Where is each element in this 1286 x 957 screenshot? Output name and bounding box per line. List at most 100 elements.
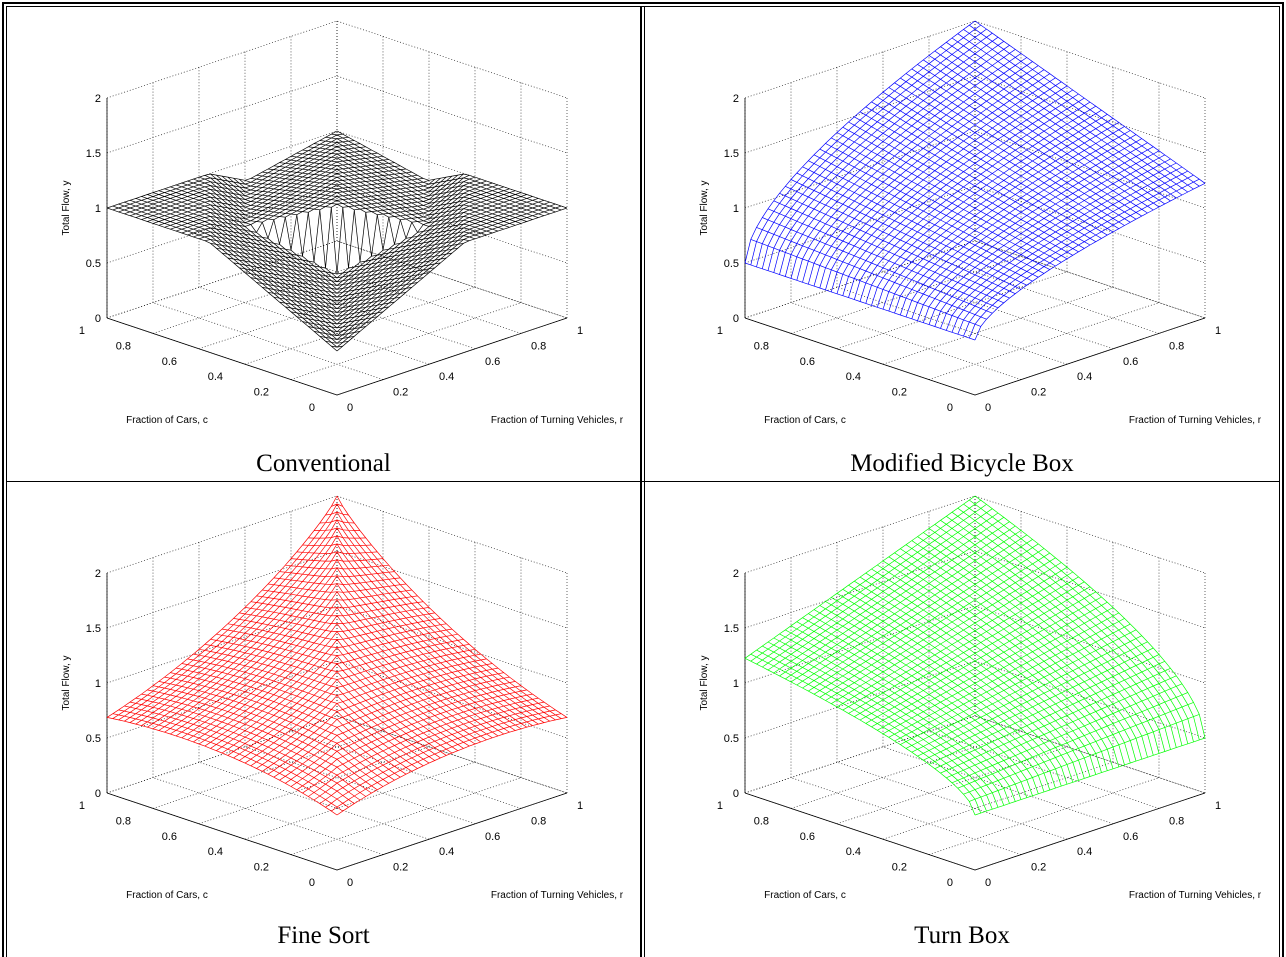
z-tick-label: 2 bbox=[733, 568, 739, 580]
mesh-line-r bbox=[934, 50, 1165, 205]
x-tick-label: 0.6 bbox=[1123, 831, 1138, 843]
floor-grid-line bbox=[882, 746, 1114, 825]
mesh-line-r bbox=[216, 633, 447, 756]
mesh-line-c bbox=[193, 178, 424, 245]
floor-grid-line bbox=[290, 777, 522, 855]
y-tick-label: 0.8 bbox=[116, 340, 131, 352]
mesh-line-r bbox=[969, 24, 1200, 187]
mesh-line-c bbox=[216, 623, 447, 751]
y-tick-label: 0.4 bbox=[846, 371, 861, 383]
floor-grid-line bbox=[244, 271, 476, 350]
mesh-line-c bbox=[181, 171, 412, 234]
mesh-line-c bbox=[779, 45, 1010, 275]
mesh-line-c bbox=[744, 495, 976, 659]
mesh-line-c bbox=[865, 105, 1096, 304]
mesh-line-r bbox=[974, 495, 1206, 739]
surface-plot-modified-bicycle-box: 00.20.40.60.8100.20.40.60.8100.511.52Fra… bbox=[699, 20, 1262, 426]
mesh-line-c bbox=[221, 628, 453, 754]
y-tick-label: 0.4 bbox=[208, 371, 223, 383]
mesh-line-c bbox=[227, 633, 458, 756]
mesh-line-c bbox=[106, 130, 338, 209]
mesh-line-r bbox=[244, 607, 476, 745]
mesh-line-c bbox=[129, 527, 361, 723]
table-border-top bbox=[2, 2, 1284, 4]
floor-grid-line bbox=[790, 731, 1022, 809]
mesh-line-c bbox=[819, 73, 1050, 289]
mesh-line-r bbox=[917, 64, 1148, 214]
y-axis-label: Fraction of Cars, c bbox=[126, 890, 208, 901]
wall-grid-line bbox=[106, 185, 568, 264]
mesh-line-r bbox=[302, 149, 533, 220]
mesh-line-c bbox=[951, 166, 1183, 333]
mesh-line-c bbox=[296, 689, 527, 791]
mesh-line-r bbox=[940, 520, 1171, 750]
surface-plot-fine-sort: 00.20.40.60.8100.20.40.60.8100.511.52Fra… bbox=[61, 495, 624, 901]
mesh-line-r bbox=[244, 179, 476, 251]
mesh-line-r bbox=[250, 601, 481, 743]
mesh-line-r bbox=[957, 507, 1189, 744]
y-tick-label: 0.6 bbox=[800, 356, 815, 368]
x-tick-label: 0.4 bbox=[1077, 371, 1092, 383]
x-axis-label: Fraction of Turning Vehicles, r bbox=[1129, 890, 1262, 901]
mesh-line-c bbox=[198, 179, 430, 251]
mesh-line-c bbox=[152, 155, 384, 224]
mesh-line-c bbox=[819, 552, 1050, 698]
mesh-line-r bbox=[951, 511, 1183, 746]
mesh-line-c bbox=[239, 174, 470, 286]
floor-grid-line bbox=[244, 761, 476, 840]
caption-turn-box: Turn Box bbox=[914, 922, 1010, 949]
mesh-line-r bbox=[951, 37, 1183, 196]
table-border-top-inner bbox=[6, 6, 1280, 7]
mesh-line-r bbox=[900, 77, 1131, 223]
mesh-line-c bbox=[112, 133, 343, 211]
x-tick-label: 0 bbox=[347, 877, 353, 889]
mesh-line-c bbox=[945, 162, 1177, 331]
surface-plot-turn-box: 00.20.40.60.8100.20.40.60.8100.511.52Fra… bbox=[699, 495, 1262, 901]
mesh-line-r bbox=[888, 556, 1120, 767]
mesh-line-c bbox=[204, 612, 435, 747]
mesh-line-c bbox=[198, 607, 430, 745]
mesh-line-c bbox=[773, 517, 1004, 674]
mesh-line-r bbox=[779, 633, 1010, 804]
mesh-line-r bbox=[302, 543, 533, 726]
z-tick-label: 2 bbox=[95, 93, 101, 105]
x-tick-label: 0.8 bbox=[1169, 815, 1184, 827]
mesh-line-c bbox=[756, 504, 987, 665]
mesh-line-r bbox=[946, 42, 1177, 199]
mesh-line-c bbox=[796, 534, 1027, 686]
wall-grid-line bbox=[744, 185, 1206, 264]
mesh-line-r bbox=[974, 20, 1206, 184]
mesh-line-r bbox=[256, 595, 487, 741]
mesh-line-r bbox=[773, 637, 1005, 806]
mesh-line-c bbox=[124, 140, 355, 215]
mesh-line-r bbox=[331, 133, 562, 211]
mesh-line-c bbox=[106, 495, 338, 718]
z-tick-label: 0.5 bbox=[86, 733, 101, 745]
mesh-line-c bbox=[210, 618, 441, 749]
mesh-line-r bbox=[911, 540, 1143, 760]
x-tick-label: 1 bbox=[577, 800, 583, 812]
z-axis-label: Total Flow, y bbox=[61, 180, 72, 235]
mesh-line-c bbox=[756, 28, 987, 267]
mesh-line-r bbox=[262, 171, 493, 234]
y-tick-label: 0.4 bbox=[208, 846, 223, 858]
mesh-line-r bbox=[250, 178, 481, 245]
mesh-line-r bbox=[767, 641, 999, 808]
x-tick-label: 1 bbox=[577, 325, 583, 337]
x-tick-label: 0.4 bbox=[439, 371, 454, 383]
mesh-line-c bbox=[744, 20, 976, 264]
surface-mesh bbox=[744, 495, 1206, 816]
y-axis-line bbox=[744, 317, 976, 396]
mesh-line-c bbox=[773, 41, 1004, 273]
z-tick-label: 0.5 bbox=[724, 733, 739, 745]
mesh-line-r bbox=[963, 29, 1194, 190]
mesh-line-c bbox=[210, 177, 441, 263]
mesh-line-r bbox=[227, 623, 458, 751]
mesh-line-r bbox=[239, 178, 470, 257]
mesh-line-r bbox=[313, 527, 545, 723]
mesh-line-c bbox=[187, 595, 418, 741]
mesh-line-c bbox=[842, 571, 1073, 711]
mesh-line-c bbox=[118, 136, 349, 213]
mesh-line-r bbox=[158, 681, 389, 784]
